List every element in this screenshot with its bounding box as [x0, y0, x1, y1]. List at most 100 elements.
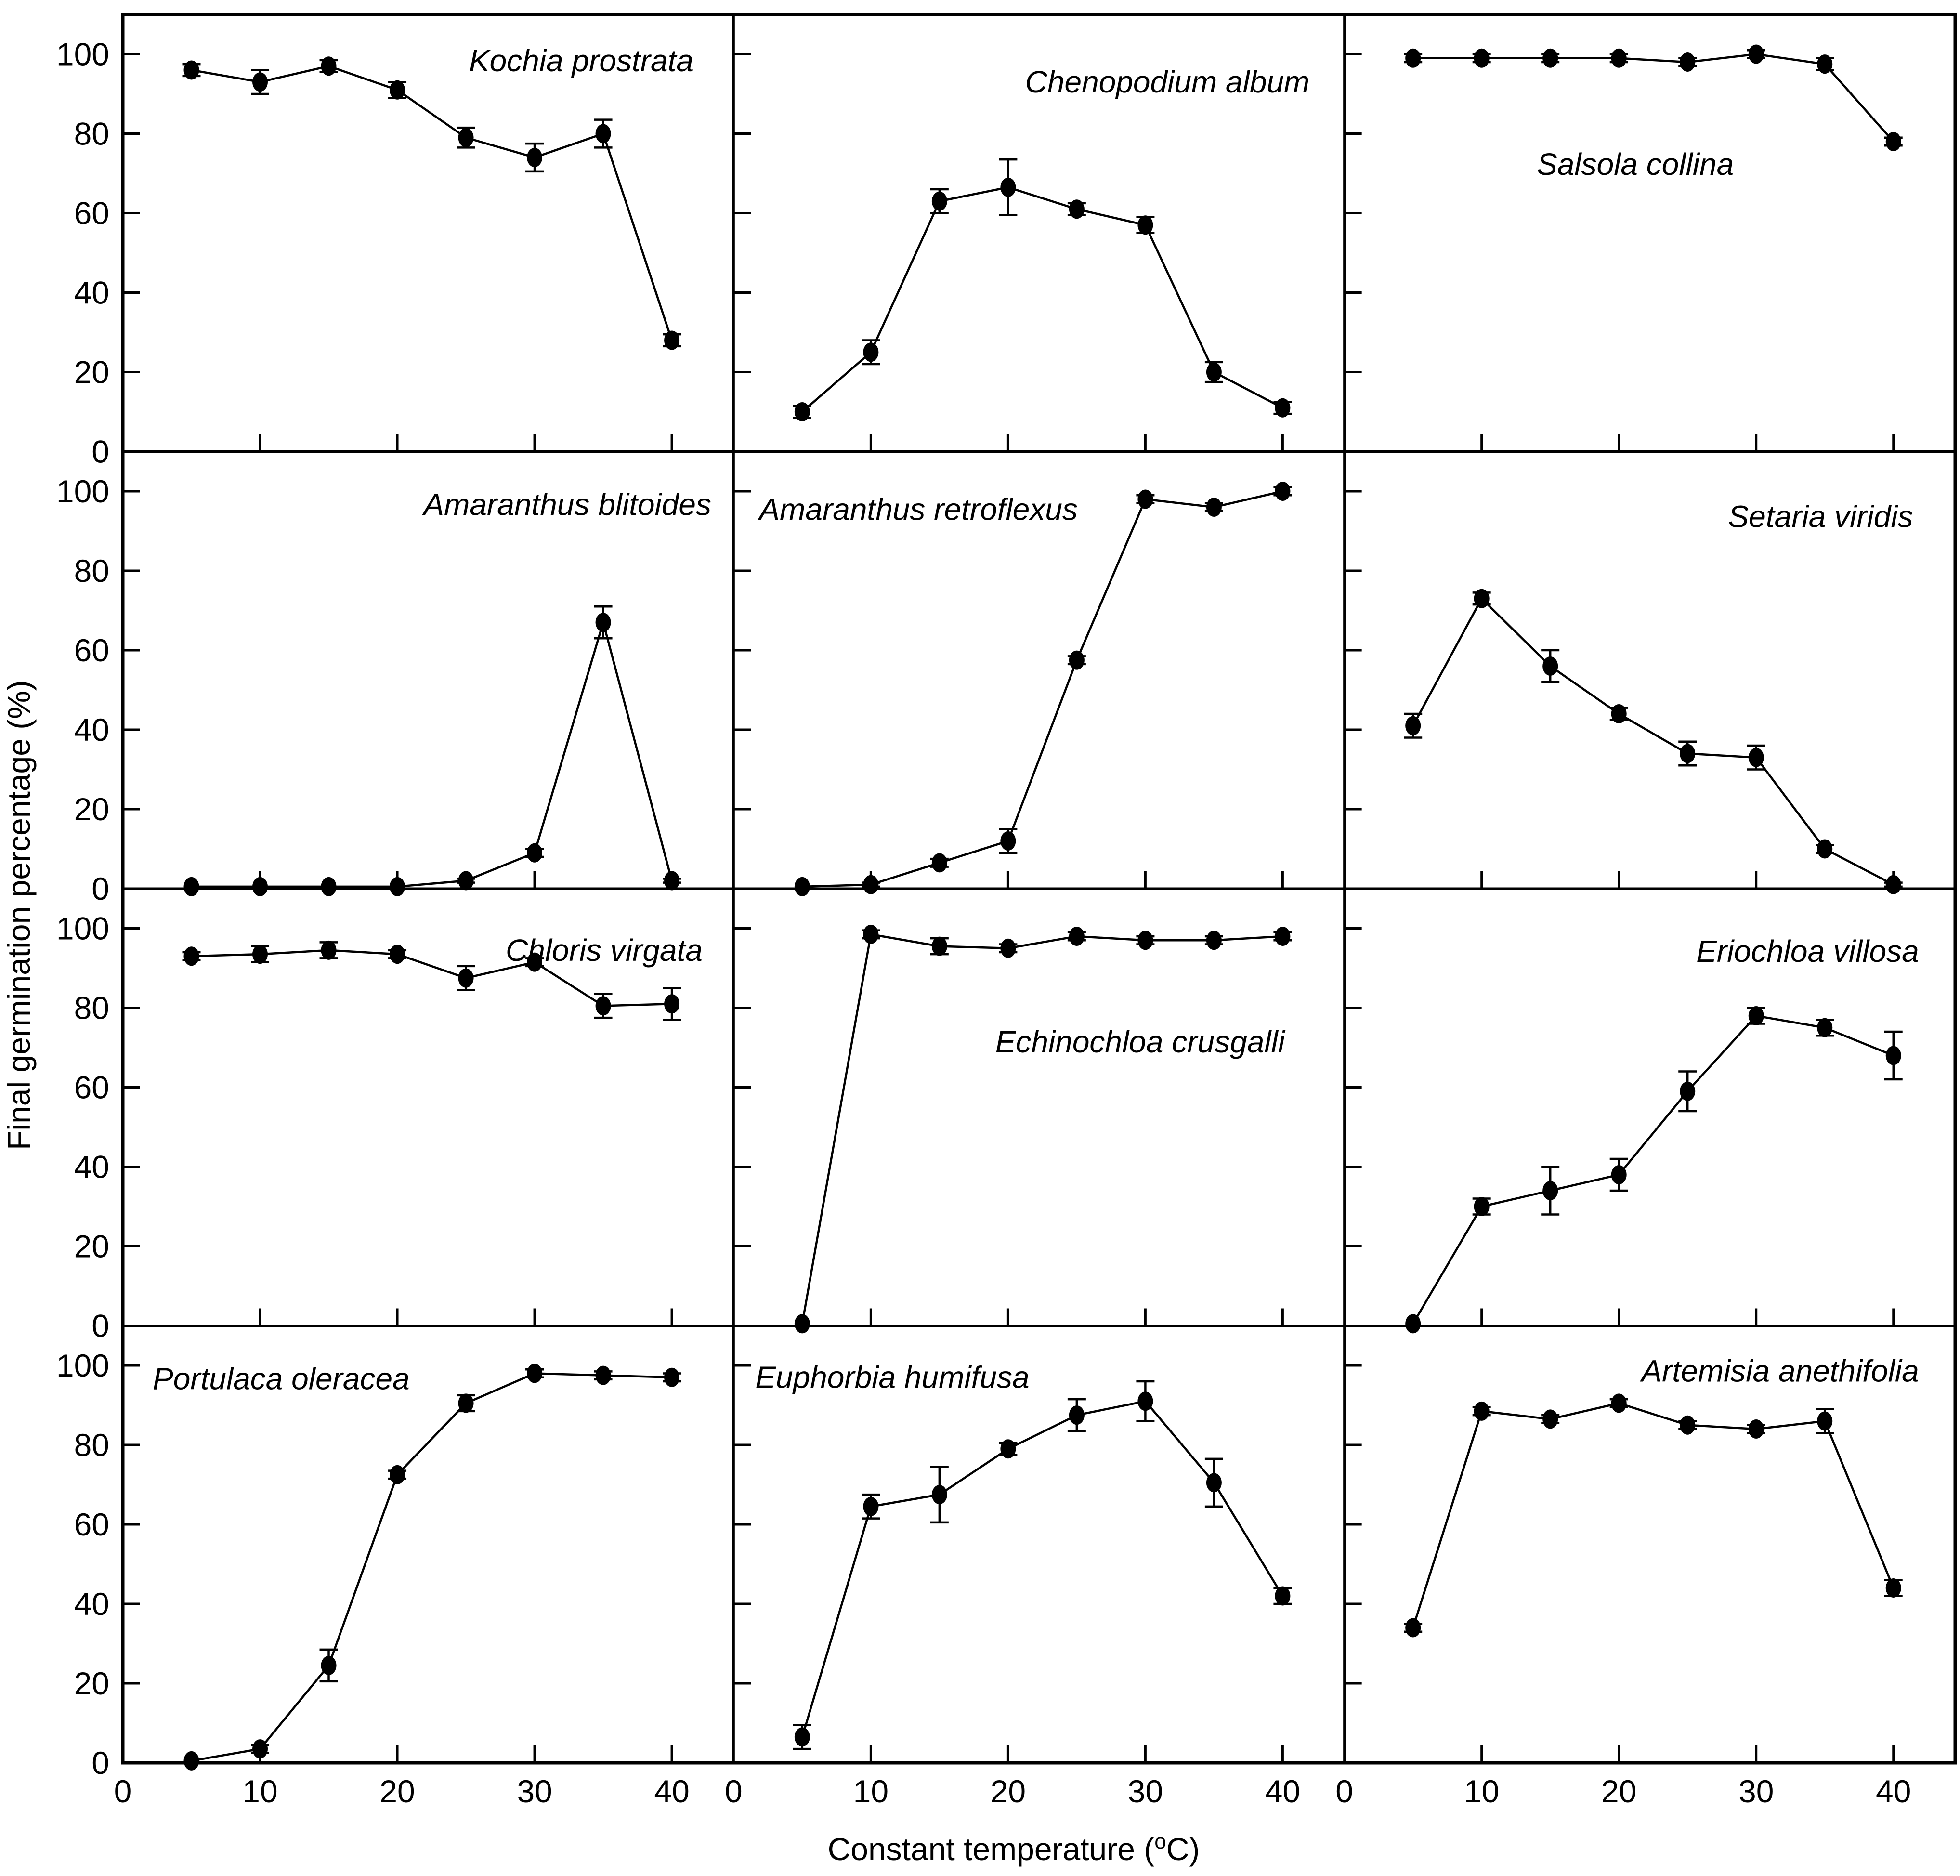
y-tick-label: 0: [91, 1308, 109, 1344]
data-point: [1542, 48, 1558, 68]
data-point: [1817, 839, 1833, 859]
y-tick-label: 100: [56, 911, 109, 946]
y-tick-label: 60: [74, 1507, 109, 1542]
y-tick-label: 100: [56, 473, 109, 509]
x-axis-title: Constant temperature (oC): [828, 1830, 1200, 1867]
data-point: [664, 1367, 680, 1387]
y-tick-label: 20: [74, 354, 109, 390]
data-point: [1206, 1473, 1222, 1493]
data-point: [1206, 931, 1222, 950]
data-point: [863, 1496, 879, 1516]
data-point: [458, 871, 474, 891]
panel-title: Euphorbia humifusa: [755, 1360, 1029, 1395]
data-point: [183, 60, 199, 80]
data-point: [1000, 831, 1016, 851]
data-points: [794, 924, 1291, 1334]
data-points: [1405, 589, 1901, 894]
data-point: [1680, 1081, 1696, 1101]
data-point: [1206, 362, 1222, 382]
data-point: [252, 1739, 268, 1759]
panel-artemisia-anethifolia: Artemisia anethifolia: [1344, 1354, 1919, 1763]
data-points: [183, 1364, 680, 1771]
panel-eriochloa-villosa: Eriochloa villosa: [1344, 927, 1919, 1334]
data-point: [595, 124, 611, 144]
y-tick-label: 80: [74, 990, 109, 1026]
series-line: [191, 618, 673, 888]
error-bars: [182, 59, 681, 348]
data-points: [794, 177, 1291, 421]
data-point: [931, 1485, 947, 1505]
data-point: [1748, 748, 1764, 767]
data-point: [390, 80, 405, 100]
data-point: [595, 613, 611, 632]
data-point: [1817, 1411, 1833, 1431]
panel-salsola-collina: Salsola collina: [1344, 44, 1903, 452]
axis-ticks: [1344, 927, 1895, 1326]
y-tick-label: 20: [74, 791, 109, 827]
data-point: [863, 924, 879, 944]
y-axis-title: Final germination percentage (%): [1, 680, 37, 1150]
data-point: [183, 1751, 199, 1771]
series-line: [802, 490, 1283, 888]
y-tick-label: 40: [74, 712, 109, 748]
x-tick-label: 0: [725, 1773, 743, 1809]
x-tick-label: 20: [1601, 1773, 1636, 1809]
axis-ticks: [123, 53, 673, 452]
y-tick-label: 0: [91, 1745, 109, 1781]
data-point: [390, 877, 405, 896]
data-point: [794, 1727, 810, 1747]
data-point: [183, 877, 199, 896]
axis-ticks: [733, 1364, 1284, 1763]
panel-title: Chenopodium album: [1025, 65, 1310, 99]
axis-ticks: [123, 1364, 673, 1763]
axis-ticks: [733, 53, 1284, 452]
data-point: [1885, 1578, 1901, 1598]
data-point: [1069, 650, 1085, 670]
series-line: [191, 1372, 672, 1762]
data-point: [527, 148, 543, 167]
panel-kochia-prostrata: Kochia prostrata: [123, 43, 693, 452]
panel-title: Amaranthus blitoides: [421, 487, 711, 522]
data-point: [1000, 1439, 1016, 1459]
x-tick-label: 40: [1265, 1773, 1300, 1809]
panel-euphorbia-humifusa: Euphorbia humifusa: [733, 1360, 1292, 1763]
data-point: [595, 996, 611, 1016]
data-point: [1000, 177, 1016, 197]
data-point: [1137, 1391, 1153, 1411]
y-tick-label: 60: [74, 632, 109, 668]
series-line: [1412, 597, 1894, 886]
data-point: [1069, 927, 1085, 946]
data-point: [1542, 1181, 1558, 1200]
data-point: [931, 853, 947, 873]
panel-title: Kochia prostrata: [469, 43, 693, 78]
data-point: [321, 877, 337, 896]
y-axis-tick-labels: 1008060402001008060402001008060402001008…: [56, 37, 109, 1781]
data-point: [1474, 589, 1490, 608]
panel-title: Amaranthus retroflexus: [757, 492, 1078, 527]
data-point: [1405, 716, 1421, 735]
x-tick-label: 40: [654, 1773, 689, 1809]
data-point: [1885, 1046, 1901, 1065]
data-point: [527, 1364, 543, 1383]
generated-chart-content: 1008060402001008060402001008060402001008…: [56, 13, 1957, 1809]
data-point: [595, 1365, 611, 1385]
error-bars: [862, 486, 1292, 888]
x-tick-label: 20: [379, 1773, 415, 1809]
y-tick-label: 80: [74, 1427, 109, 1463]
data-points: [1405, 1006, 1901, 1334]
data-points: [183, 940, 680, 1016]
data-point: [1611, 704, 1627, 723]
y-tick-label: 60: [74, 196, 109, 231]
panel-portulaca-oleracea: Portulaca oleracea: [123, 1362, 681, 1771]
error-bars: [1472, 1007, 1903, 1216]
data-point: [1611, 48, 1627, 68]
y-tick-label: 60: [74, 1070, 109, 1105]
data-point: [1137, 931, 1153, 950]
y-tick-label: 0: [91, 434, 109, 470]
data-point: [664, 330, 680, 350]
panel-title: Artemisia anethifolia: [1639, 1354, 1919, 1389]
data-point: [1680, 1415, 1696, 1435]
data-point: [527, 843, 543, 863]
y-tick-label: 0: [91, 871, 109, 906]
x-axis-tick-labels: 0 10 20 30 40 0 10 20 30 40 0 10 20 30 40: [114, 1773, 1911, 1809]
